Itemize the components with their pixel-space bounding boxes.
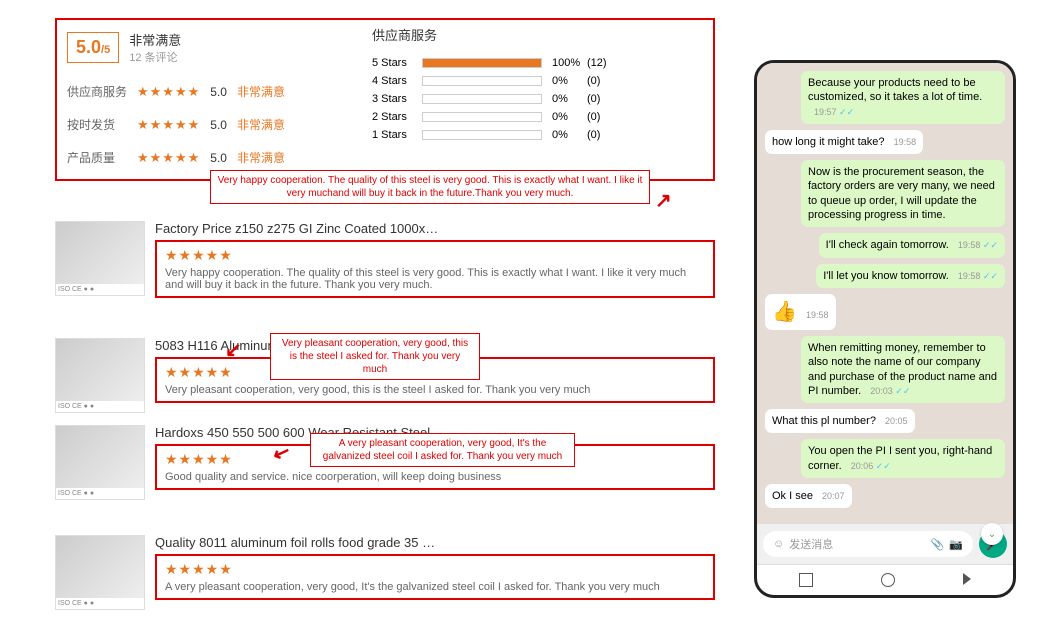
dist-row: 5 Stars100%(12) — [372, 54, 708, 72]
rating-sub-row: 按时发货★★★★★5.0非常满意 — [62, 108, 352, 141]
callout-3: A very pleasant cooperation, very good, … — [310, 433, 575, 467]
product-thumbnail[interactable]: ISO CE ● ● — [55, 221, 145, 296]
dist-row: 3 Stars0%(0) — [372, 90, 708, 108]
review-text: Good quality and service. nice coorperat… — [165, 471, 705, 483]
arrow-icon: ↗ — [655, 188, 672, 213]
chat-message-out[interactable]: I'll let you know tomorrow. 19:58 ✓✓ — [765, 264, 1005, 288]
dist-row: 4 Stars0%(0) — [372, 72, 708, 90]
review-text: A very pleasant cooperation, very good, … — [165, 581, 705, 593]
chat-message-in[interactable]: 👍 19:58 — [765, 294, 1005, 330]
input-bar: ☺ 发送消息 📎 📷 🎤 — [757, 524, 1013, 564]
input-placeholder: 发送消息 — [789, 536, 833, 552]
product-thumbnail[interactable]: ISO CE ● ● — [55, 338, 145, 413]
dist-row: 1 Stars0%(0) — [372, 126, 708, 144]
chat-message-out[interactable]: Because your products need to be customi… — [765, 71, 1005, 124]
review-stars: ★★★★★ — [165, 561, 705, 578]
camera-icon[interactable]: 📷 — [949, 538, 963, 551]
chat-message-in[interactable]: how long it might take? 19:58 — [765, 130, 1005, 154]
product-thumbnail[interactable]: ISO CE ● ● — [55, 425, 145, 500]
product-thumbnail[interactable]: ISO CE ● ● — [55, 535, 145, 610]
chat-message-out[interactable]: I'll check again tomorrow. 19:58 ✓✓ — [765, 233, 1005, 257]
review-item[interactable]: ISO CE ● ● Quality 8011 aluminum foil rol… — [55, 535, 715, 610]
arrow-icon: ↗ — [225, 338, 242, 363]
product-title[interactable]: Quality 8011 aluminum foil rolls food gr… — [155, 535, 715, 550]
chat-message-out[interactable]: Now is the procurement season, the facto… — [765, 160, 1005, 227]
home-button[interactable] — [881, 573, 895, 587]
android-nav — [757, 564, 1013, 595]
review-stars: ★★★★★ — [165, 247, 705, 264]
attach-icon[interactable]: 📎 — [931, 538, 945, 551]
chat-message-out[interactable]: When remitting money, remember to also n… — [765, 336, 1005, 403]
callout-2: Very pleasant cooperation, very good, th… — [270, 333, 480, 380]
callout-1: Very happy cooperation. The quality of t… — [210, 170, 650, 204]
rating-sub-row: 供应商服务★★★★★5.0非常满意 — [62, 75, 352, 108]
chat-message-out[interactable]: You open the PI I sent you, right-hand c… — [765, 439, 1005, 478]
rating-summary-box: 5.0/5 非常满意 12 条评论 供应商服务★★★★★5.0非常满意按时发货★… — [55, 18, 715, 181]
back-button[interactable] — [963, 573, 971, 585]
review-text: Very happy cooperation. The quality of t… — [165, 267, 705, 291]
emoji-icon[interactable]: ☺ — [773, 538, 784, 550]
product-title[interactable]: Factory Price z150 z275 GI Zinc Coated 1… — [155, 221, 715, 236]
phone-mockup: Because your products need to be customi… — [754, 60, 1016, 598]
review-item[interactable]: ISO CE ● ● Factory Price z150 z275 GI Zin… — [55, 221, 715, 298]
chat-message-in[interactable]: Ok I see 20:07 — [765, 484, 1005, 508]
recent-apps-button[interactable] — [799, 573, 813, 587]
dist-title: 供应商服务 — [372, 25, 708, 44]
message-input[interactable]: ☺ 发送消息 📎 📷 — [763, 531, 973, 557]
review-count: 12 条评论 — [129, 49, 181, 65]
chat-area[interactable]: Because your products need to be customi… — [757, 63, 1013, 524]
rating-title: 非常满意 — [129, 30, 181, 49]
dist-row: 2 Stars0%(0) — [372, 108, 708, 126]
review-text: Very pleasant cooperation, very good, th… — [165, 384, 705, 396]
overall-score: 5.0/5 — [67, 32, 119, 63]
chat-message-in[interactable]: What this pl number? 20:05 — [765, 409, 1005, 433]
